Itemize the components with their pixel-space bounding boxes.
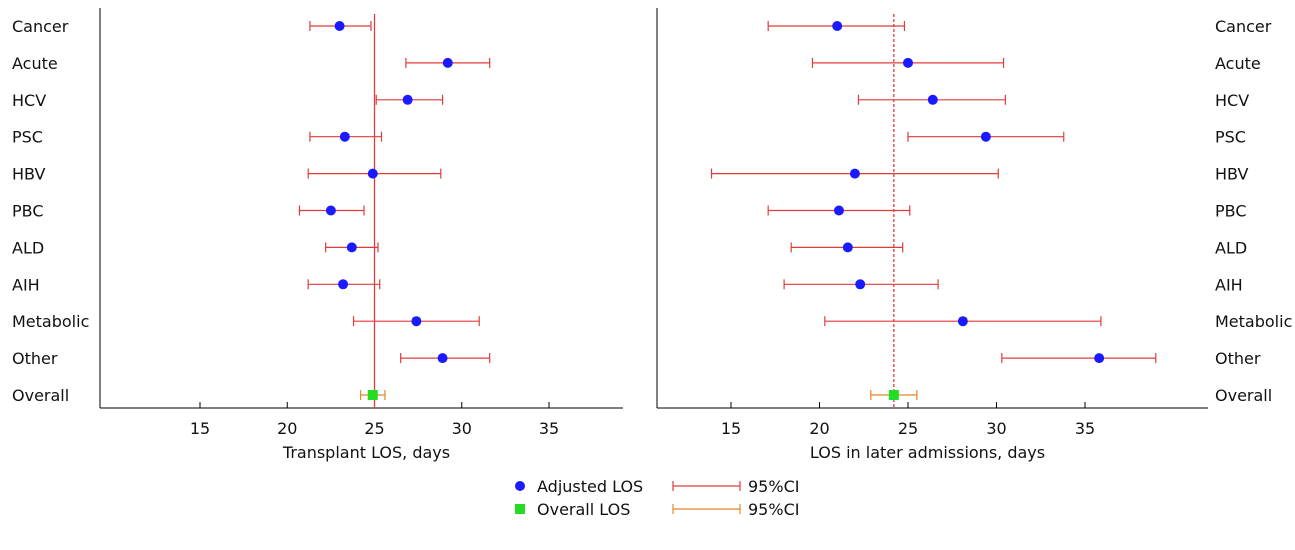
legend-ci-label: 95%CI — [748, 477, 799, 496]
category-label: HBV — [1215, 165, 1249, 184]
category-label: HCV — [12, 91, 46, 110]
category-label: HCV — [1215, 91, 1249, 110]
legend-label: Adjusted LOS — [537, 477, 643, 496]
adjusted-los-point — [927, 94, 938, 105]
category-label: AIH — [12, 275, 40, 294]
adjusted-los-point — [325, 205, 336, 216]
adjusted-los-point — [367, 168, 378, 179]
adjusted-los-point — [437, 353, 448, 364]
x-tick-label: 25 — [364, 419, 384, 438]
category-label: Other — [12, 349, 58, 368]
x-axis-title: Transplant LOS, days — [282, 443, 450, 462]
category-label: PSC — [1215, 128, 1246, 147]
adjusted-los-point — [849, 168, 860, 179]
category-label: ALD — [1215, 238, 1247, 257]
adjusted-los-point — [842, 242, 853, 253]
adjusted-los-point — [334, 21, 345, 31]
adjusted-los-point — [346, 242, 357, 253]
legend-marker-overall — [515, 504, 525, 514]
category-label: PBC — [1215, 202, 1247, 221]
x-tick-label: 15 — [190, 419, 210, 438]
adjusted-los-point — [339, 131, 350, 142]
overall-los-point — [367, 390, 378, 400]
legend: Adjusted LOS 95%CI Overall LOS 95%CI — [515, 477, 799, 519]
category-label: Metabolic — [1215, 312, 1292, 331]
category-label: PSC — [12, 128, 43, 147]
overall-los-point — [888, 390, 899, 400]
x-axis-title: LOS in later admissions, days — [810, 443, 1045, 462]
adjusted-los-point — [402, 94, 413, 105]
x-tick-label: 25 — [898, 419, 918, 438]
adjusted-los-point — [903, 57, 913, 68]
adjusted-los-point — [338, 279, 349, 290]
category-label: Acute — [1215, 54, 1261, 73]
legend-label: Overall LOS — [537, 500, 630, 519]
legend-marker-adjusted — [515, 481, 525, 491]
category-label: Overall — [1215, 386, 1272, 405]
panel-1: 15 20 25 30 35 Transplant LOS, days Cancer Acut… — [12, 8, 623, 462]
category-label: Other — [1215, 349, 1261, 368]
category-label: Acute — [12, 54, 58, 73]
adjusted-los-point — [411, 316, 422, 327]
category-label: ALD — [12, 238, 44, 257]
x-tick-label: 35 — [539, 419, 559, 438]
x-tick-label: 35 — [1075, 419, 1095, 438]
x-tick-label: 20 — [809, 419, 829, 438]
x-tick-label: 15 — [721, 419, 741, 438]
adjusted-los-point — [442, 57, 453, 68]
adjusted-los-point — [832, 21, 843, 31]
category-label: AIH — [1215, 275, 1243, 294]
legend-ci-label: 95%CI — [748, 500, 799, 519]
adjusted-los-point — [980, 131, 991, 142]
adjusted-los-point — [957, 316, 968, 327]
adjusted-los-point — [833, 205, 844, 216]
category-label: Cancer — [1215, 17, 1272, 36]
panel-2: 15 20 25 30 35 LOS in later admissions, days C… — [656, 8, 1292, 462]
x-tick-label: 20 — [277, 419, 297, 438]
adjusted-los-point — [1094, 353, 1105, 364]
category-label: Cancer — [12, 17, 69, 36]
category-label: Metabolic — [12, 312, 89, 331]
adjusted-los-point — [855, 279, 866, 290]
x-tick-label: 30 — [452, 419, 472, 438]
category-label: Overall — [12, 386, 69, 405]
category-label: HBV — [12, 165, 46, 184]
category-label: PBC — [12, 202, 44, 221]
x-tick-label: 30 — [986, 419, 1006, 438]
